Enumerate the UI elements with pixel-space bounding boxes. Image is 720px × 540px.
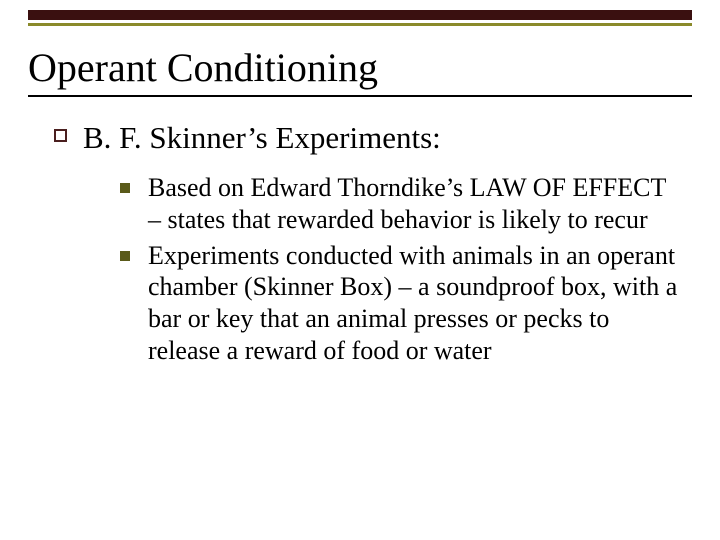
stripe-thin [28,23,692,26]
level1-item: B. F. Skinner’s Experiments: [54,119,692,156]
bullet-filled-square-icon [120,183,130,193]
slide-title: Operant Conditioning [28,44,692,91]
level2-item: Experiments conducted with animals in an… [120,240,692,367]
bullet-open-square-icon [54,129,67,142]
stripe-thick [28,10,692,20]
level1-text: B. F. Skinner’s Experiments: [83,119,441,156]
slide: Operant Conditioning B. F. Skinner’s Exp… [0,0,720,540]
title-underline [28,95,692,97]
level2-text: Based on Edward Thorndike’s LAW OF EFFEC… [148,172,692,235]
level2-item: Based on Edward Thorndike’s LAW OF EFFEC… [120,172,692,235]
decorative-stripes [28,0,692,26]
level2-text: Experiments conducted with animals in an… [148,240,692,367]
bullet-filled-square-icon [120,251,130,261]
